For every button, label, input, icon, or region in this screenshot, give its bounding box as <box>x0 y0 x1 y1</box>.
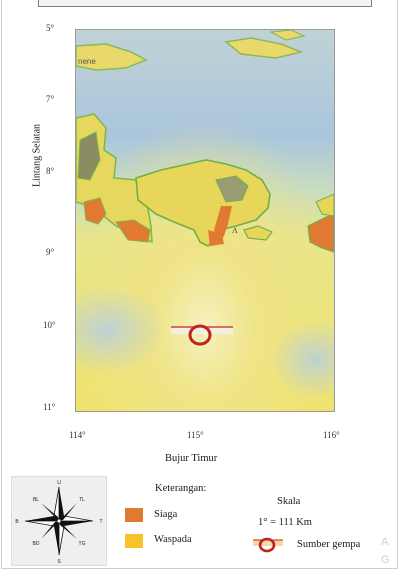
lon-tick-114: 114° <box>69 430 86 440</box>
x-axis-label: Bujur Timur <box>165 453 218 464</box>
compass-n: U <box>57 480 61 486</box>
lat-tick-9: 9° <box>46 247 55 257</box>
bali <box>135 159 271 247</box>
caption-box-edge <box>38 0 372 7</box>
lat-tick-11: 11° <box>43 402 56 412</box>
scale-value: 1° = 111 Km <box>258 517 312 528</box>
legend-label-waspada: Waspada <box>154 534 192 545</box>
northern-islands <box>76 30 306 71</box>
compass-e: T <box>99 519 102 525</box>
map-panel: nene A <box>75 29 335 412</box>
compass-nw: BL <box>33 497 39 503</box>
legend-swatch-siaga <box>125 508 143 522</box>
compass-sw: BD <box>33 541 40 547</box>
y-axis-label: Lintang Selatan <box>31 123 43 188</box>
lat-tick-7: 7° <box>46 94 55 104</box>
epicenter-marker <box>171 324 233 346</box>
earthquake-source-icon <box>253 537 283 553</box>
compass-ne: TL <box>79 497 85 503</box>
compass-rose: U S T B TL BL TG BD <box>11 476 107 566</box>
scale-title: Skala <box>277 496 301 507</box>
lon-tick-116: 116° <box>323 430 340 440</box>
legend-label-siaga: Siaga <box>154 509 178 520</box>
watermark-g: G <box>381 554 390 566</box>
watermark-a: A <box>381 536 389 548</box>
label-top-left: nene <box>78 57 96 66</box>
lat-tick-10: 10° <box>43 320 56 330</box>
lat-tick-8: 8° <box>46 166 55 176</box>
legend-swatch-waspada <box>125 534 143 548</box>
label-near-bali: A <box>232 226 238 235</box>
compass-s: S <box>57 559 61 565</box>
legend-label-source: Sumber gempa <box>297 539 361 550</box>
legend-title: Keterangan: <box>155 483 207 494</box>
lon-tick-115: 115° <box>187 430 204 440</box>
compass-w: B <box>15 519 19 525</box>
compass-icon: U S T B TL BL TG BD <box>15 480 102 565</box>
map-canvas: nene A <box>76 30 334 411</box>
compass-se: TG <box>79 541 86 547</box>
lat-tick-5: 5° <box>46 23 55 33</box>
east-java <box>76 113 153 244</box>
small-islands <box>243 193 334 253</box>
